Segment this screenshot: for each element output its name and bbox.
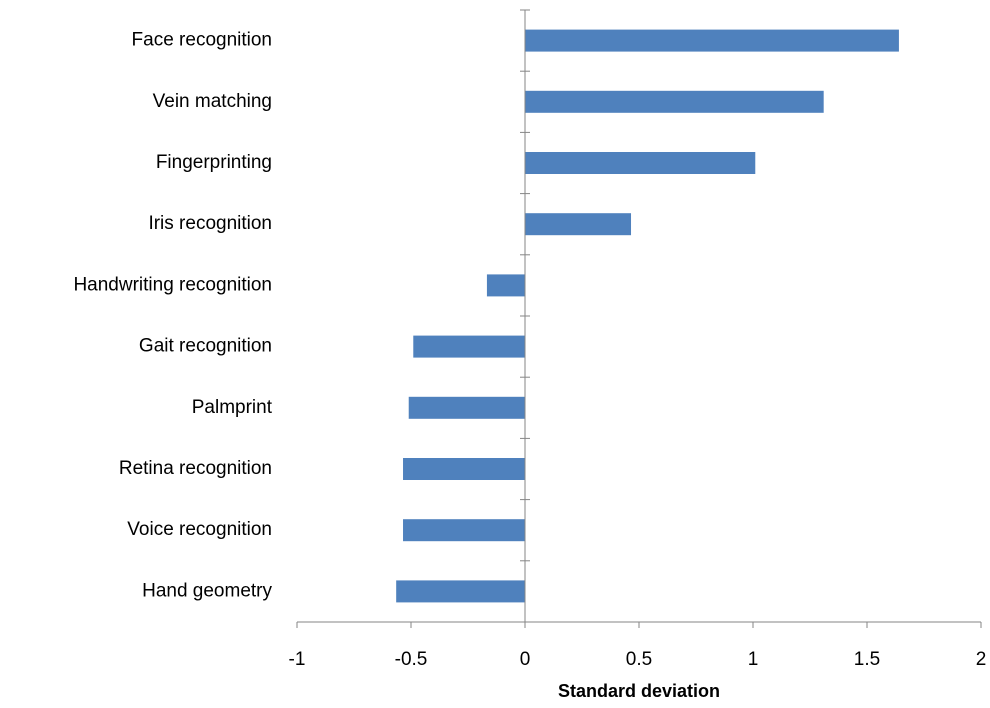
x-tick-label: 1.5 — [854, 649, 880, 670]
bar — [525, 213, 632, 236]
x-tick-label: 0 — [520, 649, 531, 670]
bar — [525, 29, 899, 52]
bar — [408, 396, 525, 419]
bar — [486, 274, 525, 297]
y-tick-label: Iris recognition — [148, 213, 272, 234]
y-tick-label: Voice recognition — [127, 519, 272, 540]
y-tick-label: Fingerprinting — [156, 152, 272, 173]
y-tick-label: Handwriting recognition — [73, 274, 272, 295]
bar — [413, 335, 525, 358]
y-tick-label: Hand geometry — [142, 580, 272, 601]
x-tick-label: 0.5 — [626, 649, 652, 670]
y-tick-label: Retina recognition — [119, 458, 272, 479]
bar — [396, 580, 525, 603]
x-axis-title: Standard deviation — [558, 681, 720, 701]
y-tick-label: Face recognition — [132, 30, 272, 51]
bar — [403, 519, 525, 542]
y-tick-label: Gait recognition — [139, 336, 272, 357]
x-tick-label: 2 — [976, 649, 987, 670]
x-tick-label: 1 — [748, 649, 759, 670]
y-tick-label: Palmprint — [192, 397, 273, 418]
x-tick-label: -1 — [289, 649, 306, 670]
bar — [525, 90, 824, 113]
y-tick-label: Vein matching — [153, 91, 272, 112]
bar — [403, 458, 525, 480]
bar — [525, 152, 756, 174]
x-tick-label: -0.5 — [395, 649, 428, 670]
